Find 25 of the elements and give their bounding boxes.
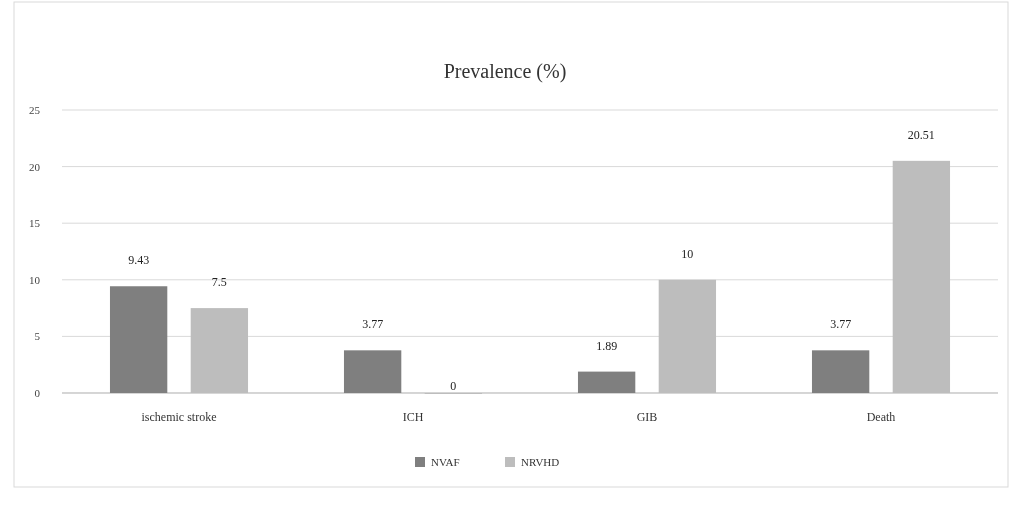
data-label: 1.89 [596, 338, 618, 353]
x-tick-label: ICH [402, 410, 424, 424]
y-tick-label: 0 [34, 387, 41, 399]
y-tick-label: 5 [34, 330, 41, 343]
data-label: 9.43 [128, 253, 150, 268]
y-tick-label: 25 [29, 104, 41, 116]
data-label: 3.77 [830, 317, 852, 332]
x-tick-label: GIB [636, 410, 658, 424]
data-label: 20.51 [907, 127, 935, 142]
bar [109, 286, 168, 393]
bar [811, 350, 870, 393]
data-label: 7.5 [211, 275, 227, 290]
bar [343, 350, 402, 393]
data-label: 10 [681, 246, 694, 261]
chart-title: Prevalence (%) [443, 60, 567, 83]
bar [577, 371, 636, 393]
legend-label: NRVHD [521, 456, 560, 468]
y-tick-label: 15 [29, 217, 41, 230]
legend-label: NVAF [431, 456, 460, 468]
y-tick-label: 20 [29, 160, 41, 173]
y-tick-label: 10 [29, 273, 41, 286]
data-label: 3.77 [362, 317, 384, 332]
x-tick-label: Death [866, 410, 896, 424]
x-tick-label: ischemic stroke [141, 410, 217, 424]
data-label: 0 [450, 379, 457, 393]
